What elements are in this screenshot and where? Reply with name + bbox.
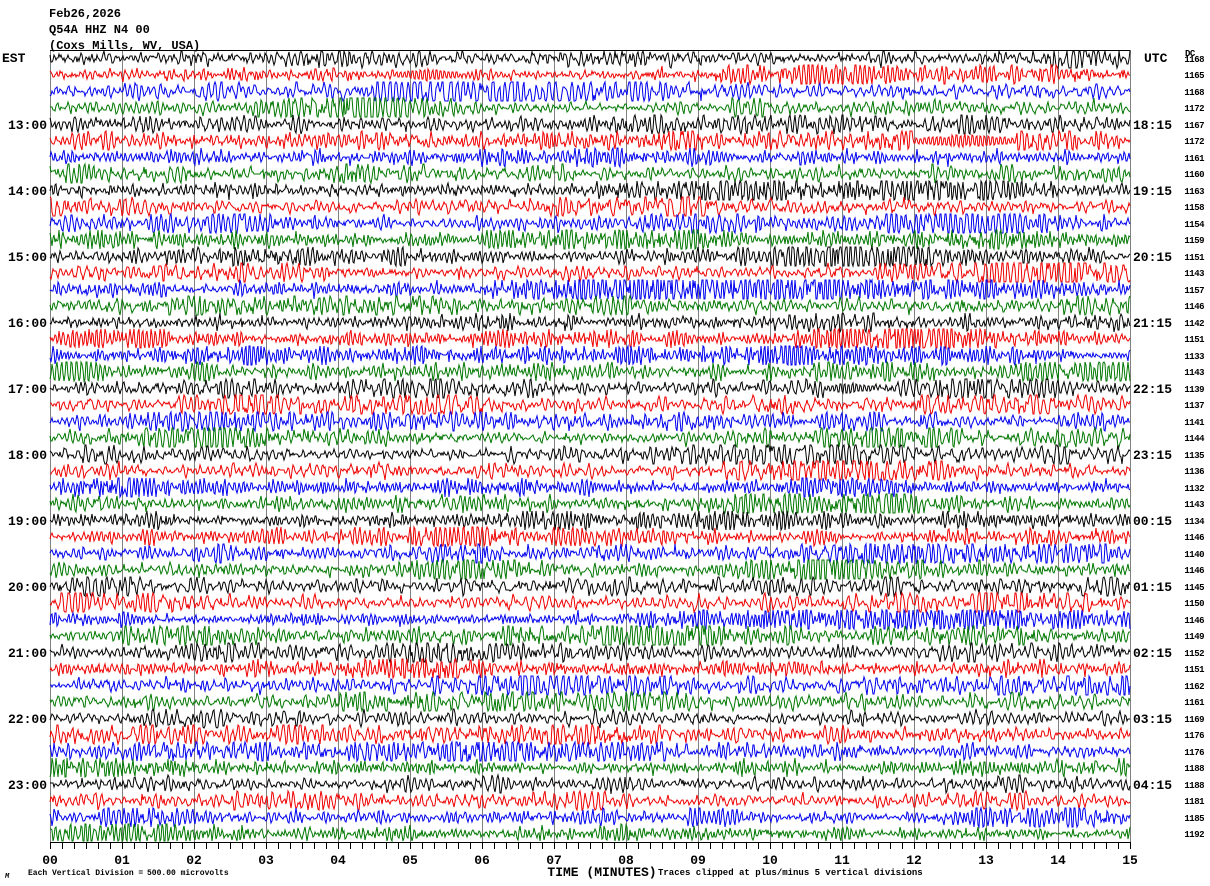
svg-text:1167: 1167 xyxy=(1184,121,1204,131)
svg-text:11: 11 xyxy=(834,853,850,868)
svg-text:19:15: 19:15 xyxy=(1133,184,1172,199)
svg-text:1168: 1168 xyxy=(1184,88,1204,98)
svg-text:14: 14 xyxy=(1050,853,1066,868)
svg-text:1161: 1161 xyxy=(1184,698,1205,708)
svg-text:1143: 1143 xyxy=(1184,269,1204,279)
svg-text:TIME (MINUTES): TIME (MINUTES) xyxy=(547,865,656,880)
svg-text:1160: 1160 xyxy=(1184,170,1204,180)
svg-text:DC: DC xyxy=(1185,49,1196,59)
svg-text:1154: 1154 xyxy=(1184,220,1205,230)
svg-text:1136: 1136 xyxy=(1184,467,1204,477)
svg-text:23:15: 23:15 xyxy=(1133,448,1172,463)
svg-text:1181: 1181 xyxy=(1184,797,1205,807)
svg-text:1151: 1151 xyxy=(1184,335,1205,345)
svg-text:Feb26,2026: Feb26,2026 xyxy=(49,7,121,21)
svg-text:1146: 1146 xyxy=(1184,616,1204,626)
svg-text:15:00: 15:00 xyxy=(8,250,47,265)
svg-text:22:15: 22:15 xyxy=(1133,382,1172,397)
svg-text:1172: 1172 xyxy=(1184,137,1204,147)
svg-text:13:00: 13:00 xyxy=(8,118,47,133)
svg-text:06: 06 xyxy=(474,853,490,868)
svg-text:1149: 1149 xyxy=(1184,632,1204,642)
svg-text:1188: 1188 xyxy=(1184,764,1204,774)
svg-text:21:00: 21:00 xyxy=(8,646,47,661)
svg-text:00:15: 00:15 xyxy=(1133,514,1172,529)
svg-text:1141: 1141 xyxy=(1184,418,1205,428)
svg-text:1161: 1161 xyxy=(1184,154,1205,164)
svg-text:01:15: 01:15 xyxy=(1133,580,1172,595)
svg-text:12: 12 xyxy=(906,853,922,868)
svg-text:01: 01 xyxy=(114,853,130,868)
svg-text:1168: 1168 xyxy=(1184,55,1204,65)
svg-text:1188: 1188 xyxy=(1184,781,1204,791)
svg-text:04:15: 04:15 xyxy=(1133,778,1172,793)
svg-text:18:15: 18:15 xyxy=(1133,118,1172,133)
svg-text:19:00: 19:00 xyxy=(8,514,47,529)
svg-text:04: 04 xyxy=(330,853,346,868)
svg-text:1176: 1176 xyxy=(1184,731,1204,741)
svg-text:500.00 microvolts: 500.00 microvolts xyxy=(147,869,229,878)
svg-text:1143: 1143 xyxy=(1184,500,1204,510)
svg-text:1150: 1150 xyxy=(1184,599,1204,609)
svg-text:1169: 1169 xyxy=(1184,715,1204,725)
svg-text:1192: 1192 xyxy=(1184,830,1204,840)
svg-text:1146: 1146 xyxy=(1184,302,1204,312)
svg-text:22:00: 22:00 xyxy=(8,712,47,727)
svg-text:1134: 1134 xyxy=(1184,517,1205,527)
svg-text:02:15: 02:15 xyxy=(1133,646,1172,661)
svg-text:1151: 1151 xyxy=(1184,665,1205,675)
svg-text:21:15: 21:15 xyxy=(1133,316,1172,331)
svg-text:07: 07 xyxy=(546,853,562,868)
svg-text:1140: 1140 xyxy=(1184,550,1204,560)
svg-text:1185: 1185 xyxy=(1184,814,1204,824)
svg-text:1146: 1146 xyxy=(1184,533,1204,543)
svg-text:23:00: 23:00 xyxy=(8,778,47,793)
svg-text:13: 13 xyxy=(978,853,994,868)
svg-text:1163: 1163 xyxy=(1184,187,1204,197)
svg-text:1162: 1162 xyxy=(1184,682,1204,692)
svg-text:08: 08 xyxy=(618,853,634,868)
svg-text:1135: 1135 xyxy=(1184,451,1204,461)
svg-text:EST: EST xyxy=(2,51,26,66)
svg-text:09: 09 xyxy=(690,853,706,868)
svg-text:1158: 1158 xyxy=(1184,203,1204,213)
svg-text:1139: 1139 xyxy=(1184,385,1204,395)
svg-text:15: 15 xyxy=(1122,853,1138,868)
svg-text:1137: 1137 xyxy=(1184,401,1204,411)
svg-text:1152: 1152 xyxy=(1184,649,1204,659)
svg-text:1157: 1157 xyxy=(1184,286,1204,296)
svg-text:17:00: 17:00 xyxy=(8,382,47,397)
svg-text:1145: 1145 xyxy=(1184,583,1204,593)
svg-text:UTC: UTC xyxy=(1144,51,1168,66)
svg-text:1144: 1144 xyxy=(1184,434,1205,444)
svg-text:03: 03 xyxy=(258,853,274,868)
svg-text:1132: 1132 xyxy=(1184,484,1204,494)
svg-text:14:00: 14:00 xyxy=(8,184,47,199)
svg-text:(Coxs Mills, WV, USA): (Coxs Mills, WV, USA) xyxy=(49,39,200,53)
svg-text:20:15: 20:15 xyxy=(1133,250,1172,265)
svg-text:16:00: 16:00 xyxy=(8,316,47,331)
svg-text:M: M xyxy=(4,873,10,881)
svg-text:18:00: 18:00 xyxy=(8,448,47,463)
svg-text:Q54A HHZ N4 00: Q54A HHZ N4 00 xyxy=(49,23,150,37)
svg-text:1172: 1172 xyxy=(1184,104,1204,114)
svg-text:1146: 1146 xyxy=(1184,566,1204,576)
svg-text:Traces clipped at plus/minus 5: Traces clipped at plus/minus 5 vertical … xyxy=(658,868,923,878)
svg-text:Each Vertical Division =: Each Vertical Division = xyxy=(28,869,143,878)
svg-text:1151: 1151 xyxy=(1184,253,1205,263)
svg-text:1159: 1159 xyxy=(1184,236,1204,246)
svg-text:02: 02 xyxy=(186,853,202,868)
svg-text:05: 05 xyxy=(402,853,418,868)
svg-text:1142: 1142 xyxy=(1184,319,1204,329)
svg-text:03:15: 03:15 xyxy=(1133,712,1172,727)
svg-text:10: 10 xyxy=(762,853,778,868)
svg-text:1143: 1143 xyxy=(1184,368,1204,378)
svg-text:20:00: 20:00 xyxy=(8,580,47,595)
svg-text:1165: 1165 xyxy=(1184,71,1204,81)
svg-text:1176: 1176 xyxy=(1184,748,1204,758)
svg-text:1133: 1133 xyxy=(1184,352,1204,362)
svg-text:00: 00 xyxy=(42,853,58,868)
